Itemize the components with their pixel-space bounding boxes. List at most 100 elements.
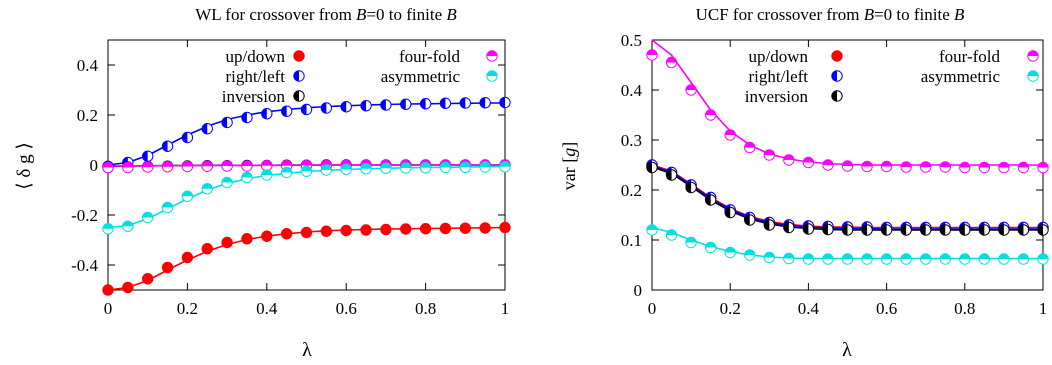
- data-point: [998, 161, 1010, 174]
- data-point: [685, 181, 697, 194]
- data-point: [340, 224, 352, 237]
- data-point: [783, 154, 795, 166]
- data-point: [280, 166, 293, 179]
- data-point: [1017, 253, 1030, 265]
- data-point: [419, 223, 432, 235]
- data-point: [880, 160, 893, 173]
- data-point: [646, 161, 658, 174]
- data-point: [459, 97, 471, 109]
- data-point: [280, 228, 293, 240]
- data-point: [704, 194, 717, 206]
- data-point: [1037, 224, 1049, 236]
- data-point: [201, 183, 213, 195]
- data-point: [841, 224, 854, 236]
- data-point: [900, 161, 912, 173]
- data-point: [744, 249, 756, 261]
- legend-marker: [486, 70, 498, 82]
- data-point: [320, 225, 333, 237]
- data-point: [978, 253, 991, 265]
- data-point: [161, 140, 174, 152]
- data-point: [320, 102, 333, 114]
- y-tick-label: -0.2: [71, 206, 98, 225]
- data-point: [340, 163, 352, 175]
- data-point: [479, 161, 491, 173]
- data-point: [181, 160, 194, 173]
- data-point: [320, 164, 333, 176]
- x-tick-label: 0: [648, 299, 657, 318]
- data-point: [161, 161, 174, 173]
- data-point: [939, 161, 951, 173]
- x-tick-label: 0.2: [720, 299, 741, 318]
- data-point: [280, 105, 293, 117]
- data-point: [822, 223, 834, 236]
- data-point: [724, 129, 736, 141]
- data-point: [646, 49, 658, 61]
- data-point: [704, 109, 717, 121]
- data-point: [499, 96, 511, 109]
- data-point: [419, 98, 432, 110]
- legend-label: inversion: [222, 87, 286, 106]
- data-point: [685, 84, 697, 96]
- ucf-panel: UCF for crossover from B=0 to finite B 0…: [559, 5, 1049, 361]
- data-point: [920, 224, 932, 236]
- data-point: [1017, 161, 1030, 174]
- x-tick-label: 0.6: [336, 299, 357, 318]
- data-point: [142, 150, 154, 162]
- data-point: [400, 162, 412, 174]
- data-point: [459, 222, 471, 234]
- ucf-title: UCF for crossover from B=0 to finite B: [696, 5, 965, 24]
- legend-label: asymmetric: [921, 67, 1001, 86]
- data-point: [300, 165, 313, 177]
- data-point: [400, 223, 412, 235]
- data-point: [763, 251, 775, 264]
- data-point: [665, 229, 678, 241]
- legend-marker: [831, 50, 843, 62]
- data-point: [181, 190, 194, 202]
- data-point: [841, 253, 854, 265]
- data-point: [861, 224, 873, 236]
- series-asymmetric: [646, 224, 1049, 265]
- data-point: [665, 56, 678, 69]
- data-point: [380, 223, 392, 236]
- series-up-down: [102, 221, 511, 296]
- data-point: [300, 226, 313, 239]
- y-tick-label: -0.4: [71, 256, 98, 275]
- ucf-xlabel: λ: [842, 339, 852, 361]
- data-point: [261, 230, 273, 242]
- x-tick-label: 0.2: [177, 299, 198, 318]
- y-tick-label: 0: [634, 281, 643, 300]
- legend-label: inversion: [745, 87, 809, 106]
- legend-label: right/left: [749, 67, 809, 86]
- series-right-left: [102, 96, 511, 172]
- ucf-axes: 0 0.2 0.4 0.6 0.8 1 0 0.1 0.2 0.3 0.4 0.5 up/downrig…: [621, 31, 1049, 318]
- data-point: [841, 160, 854, 172]
- y-tick-label: 0.1: [621, 231, 642, 250]
- data-point: [122, 161, 134, 174]
- data-point: [939, 253, 951, 265]
- data-point: [861, 160, 873, 173]
- data-point: [300, 103, 313, 116]
- data-point: [261, 169, 273, 181]
- data-point: [724, 206, 736, 219]
- data-point: [241, 111, 253, 124]
- data-point: [400, 98, 412, 110]
- data-point: [439, 161, 452, 174]
- x-tick-label: 0.8: [954, 299, 975, 318]
- series-asymmetric: [102, 161, 511, 235]
- legend-label: asymmetric: [381, 67, 461, 86]
- data-point: [161, 261, 174, 274]
- data-point: [419, 162, 432, 174]
- data-point: [360, 100, 372, 112]
- x-tick-label: 0.6: [876, 299, 897, 318]
- legend-marker: [831, 70, 843, 82]
- data-point: [783, 221, 795, 234]
- data-point: [102, 161, 114, 174]
- data-point: [439, 97, 452, 109]
- legend-label: up/down: [749, 47, 809, 66]
- wl-axes: 0 0.2 0.4 0.6 0.8 1 -0.4 -0.2 0 0.2 0.4 up/downrigh…: [71, 39, 511, 318]
- legend-label: up/down: [226, 47, 286, 66]
- x-tick-label: 1: [1039, 299, 1048, 318]
- legend-marker: [293, 50, 305, 62]
- data-point: [102, 223, 114, 235]
